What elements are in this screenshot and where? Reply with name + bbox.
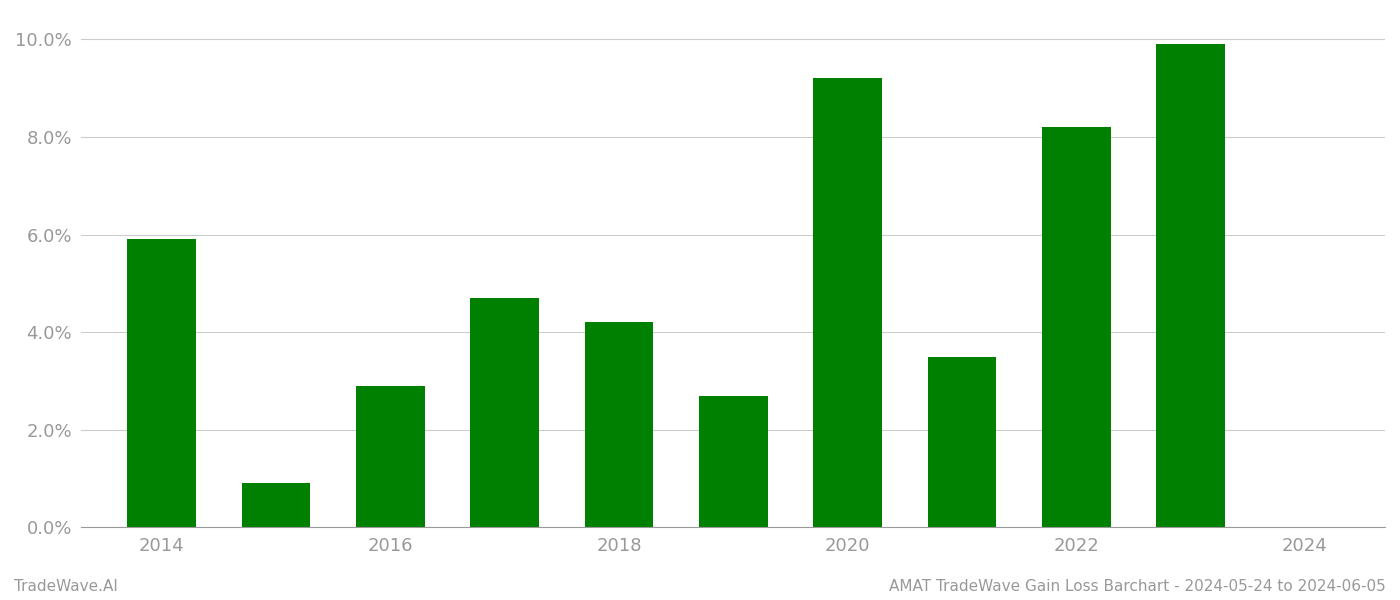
Bar	[699, 395, 767, 527]
Bar	[585, 322, 654, 527]
Bar	[1042, 127, 1110, 527]
Bar	[1156, 44, 1225, 527]
Text: AMAT TradeWave Gain Loss Barchart - 2024-05-24 to 2024-06-05: AMAT TradeWave Gain Loss Barchart - 2024…	[889, 579, 1386, 594]
Bar	[470, 298, 539, 527]
Text: TradeWave.AI: TradeWave.AI	[14, 579, 118, 594]
Bar	[242, 484, 311, 527]
Bar	[928, 356, 997, 527]
Bar	[127, 239, 196, 527]
Bar	[813, 79, 882, 527]
Bar	[356, 386, 424, 527]
